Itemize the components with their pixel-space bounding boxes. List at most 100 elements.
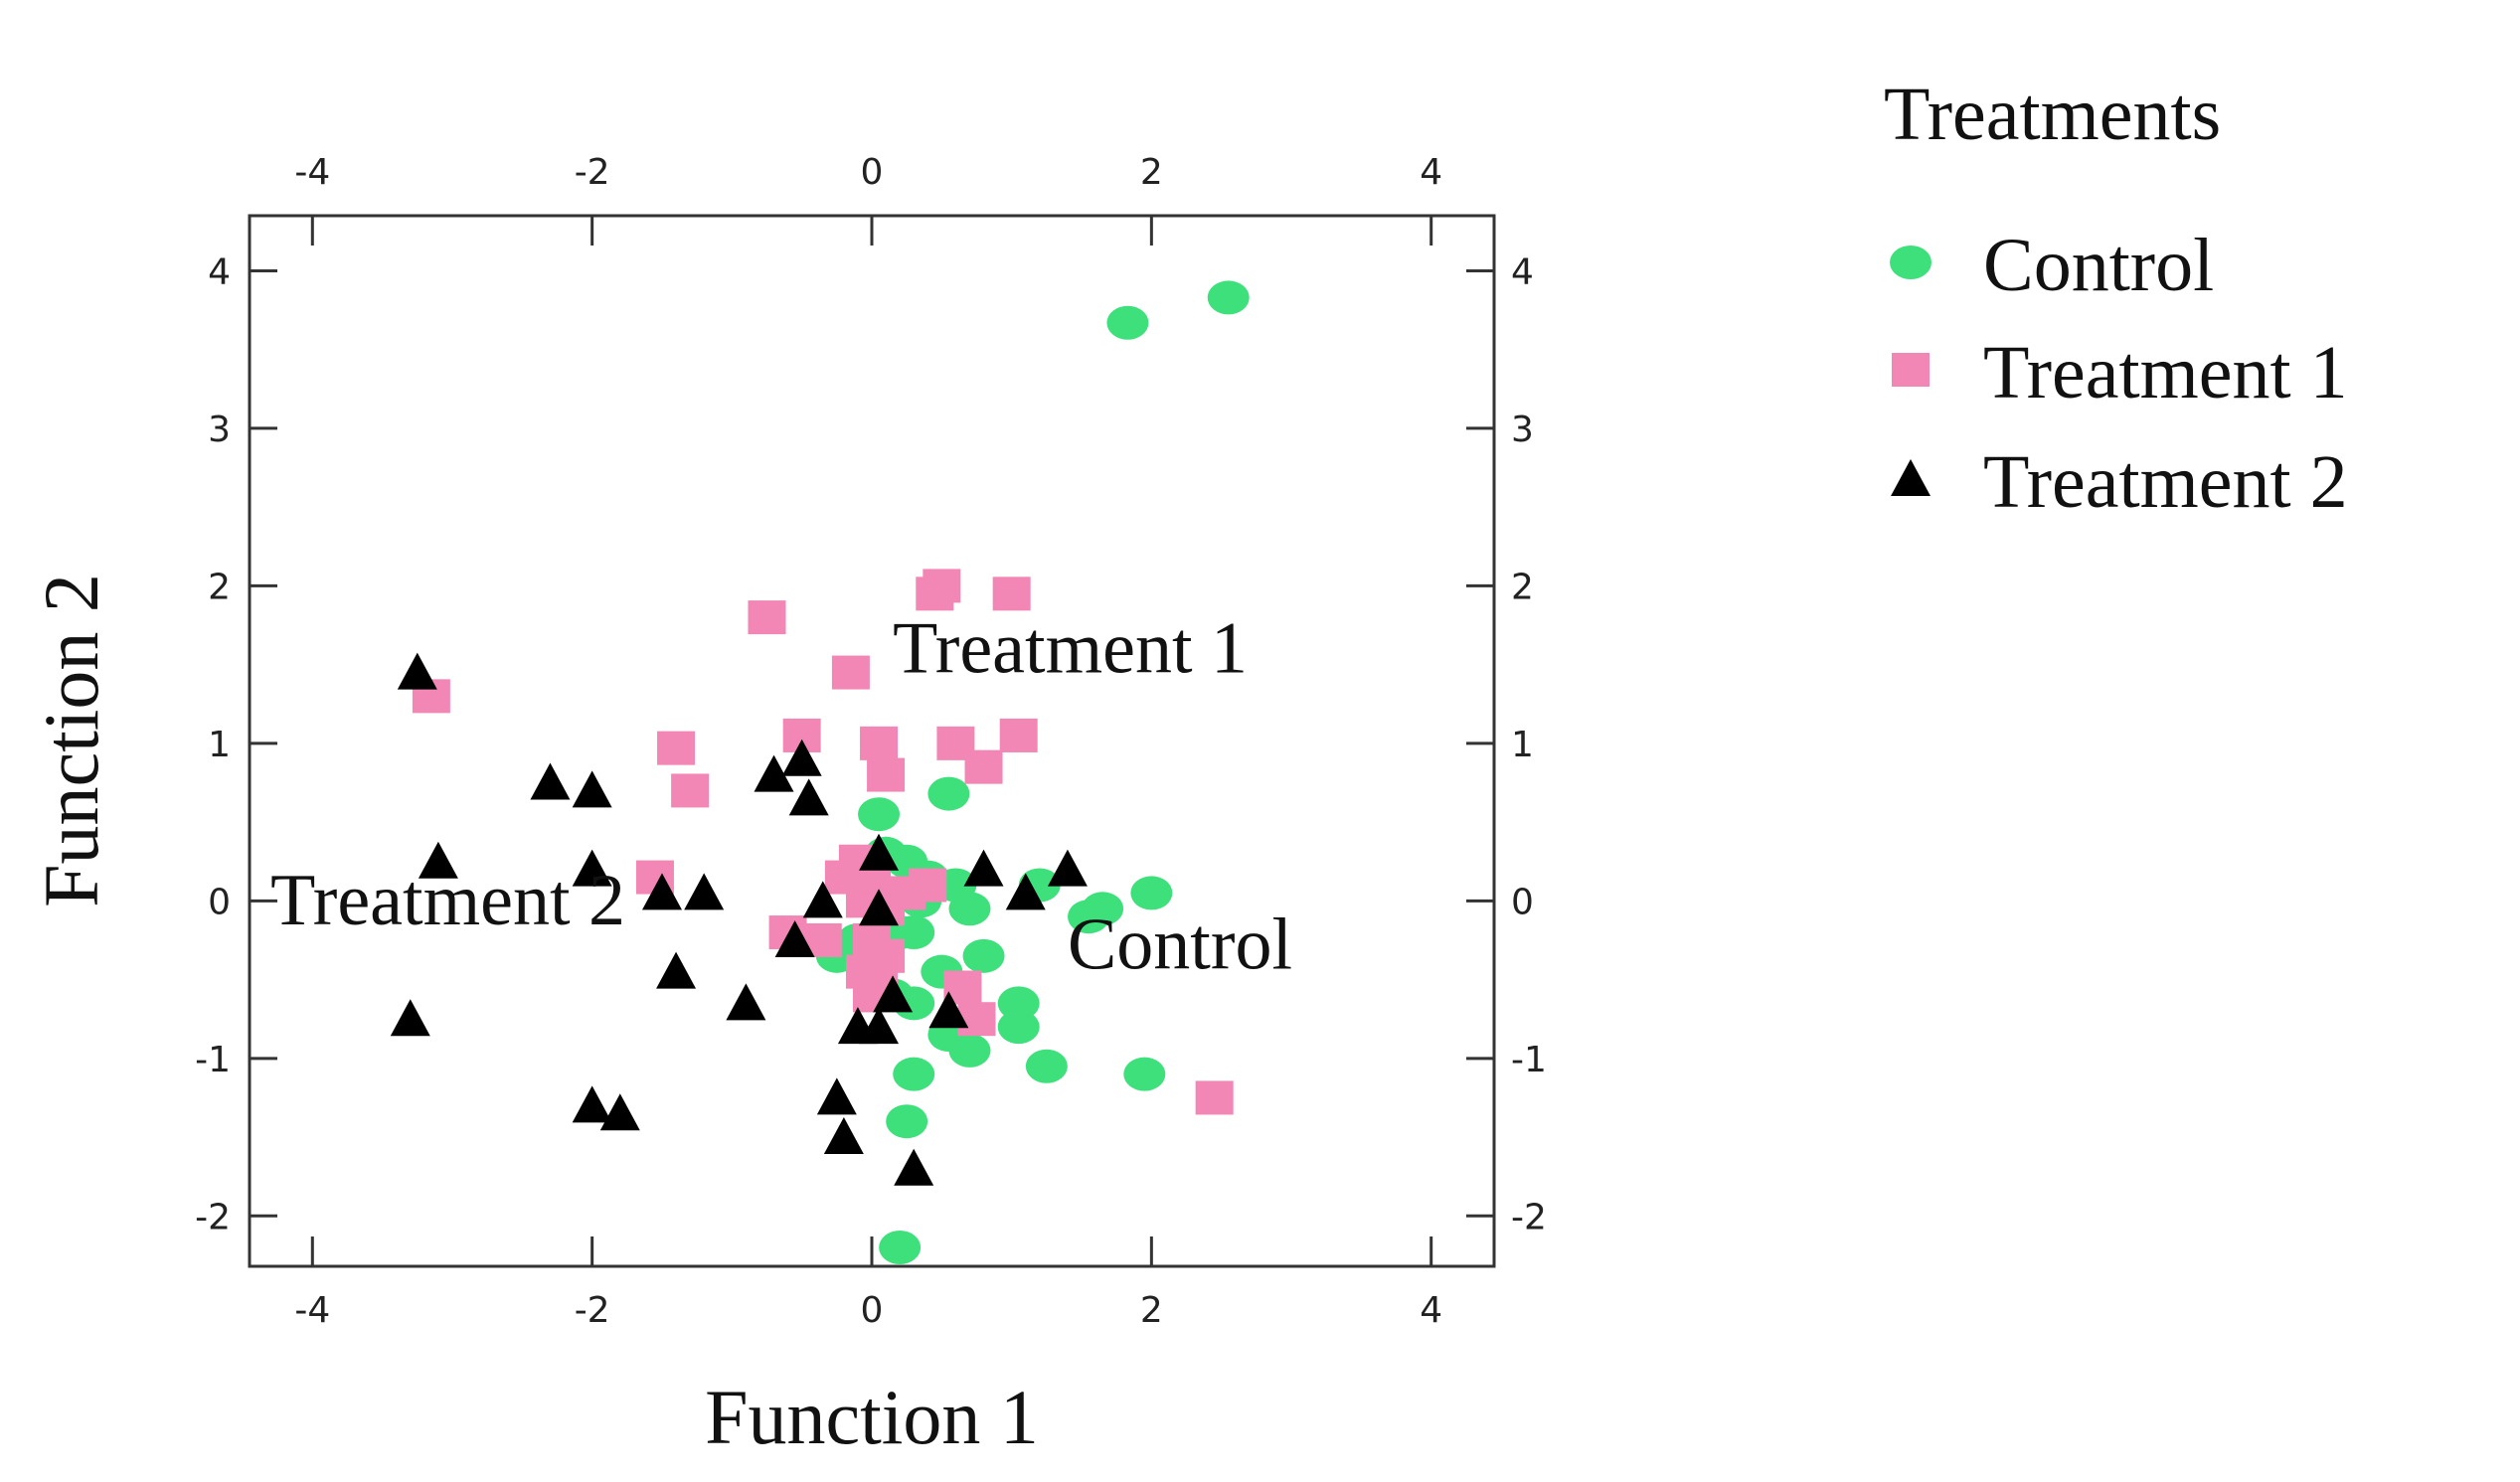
treatment-1-point (964, 749, 1003, 784)
annotation-control: Control (1068, 904, 1292, 985)
control-point (962, 938, 1005, 973)
treatment-2-point (572, 770, 612, 808)
x-tick-label-top: 4 (1420, 152, 1442, 193)
y-tick-label-right: 1 (1511, 725, 1534, 765)
x-tick-label-bottom: -4 (294, 1290, 330, 1331)
legend-items: Control Treatment 1 Treatment 2 (1890, 224, 2348, 524)
y-tick-label-left: 3 (208, 410, 231, 450)
legend-marker-triangle (1891, 459, 1931, 496)
treatment-2-point (754, 754, 794, 792)
control-point (1130, 876, 1173, 910)
legend-label: Treatment 2 (1983, 440, 2348, 524)
treatment-2-point (774, 919, 815, 957)
control-point (1025, 1049, 1068, 1083)
annotation-treatment-1: Treatment 1 (893, 608, 1248, 690)
treatment-2-point (928, 991, 969, 1029)
treatment-2-point (390, 999, 430, 1037)
treatment-2-point (781, 739, 822, 776)
y-tick-label-left: -1 (195, 1040, 231, 1080)
treatment-2-point (859, 833, 900, 871)
treatment-1-point (867, 757, 906, 792)
x-axis-title: Function 1 (705, 1374, 1039, 1460)
x-tick-label-bottom: 2 (1140, 1290, 1163, 1331)
control-point (858, 797, 901, 832)
annotation-treatment-2: Treatment 2 (270, 860, 625, 941)
control-point (948, 1033, 991, 1068)
treatment-2-point (788, 778, 829, 816)
treatment-2-point (641, 873, 682, 910)
y-tick-label-left: -2 (195, 1197, 231, 1237)
treatment-2-point (572, 849, 612, 887)
control-point (997, 986, 1040, 1021)
y-tick-label-left: 0 (208, 882, 231, 922)
treatment-2-point (397, 652, 437, 690)
control-point (879, 1230, 922, 1264)
x-tick-label-bottom: -2 (575, 1290, 610, 1331)
y-tick-label-left: 4 (208, 251, 231, 292)
treatment-2-point (572, 1085, 612, 1123)
treatment-2-point (530, 762, 571, 800)
treatment-2-point (859, 889, 900, 926)
x-tick-label-top: 2 (1140, 152, 1163, 193)
y-tick-label-right: -2 (1511, 1197, 1547, 1237)
legend-marker-square (1892, 353, 1930, 387)
treatment-1-point (992, 576, 1031, 611)
y-tick-label-left: 1 (208, 725, 231, 765)
x-tick-label-top: 0 (861, 152, 884, 193)
x-tick-label-bottom: 4 (1420, 1290, 1442, 1331)
series-treatment-1 (412, 569, 1234, 1115)
treatment-1-point (657, 731, 696, 765)
treatment-1-point (957, 1002, 996, 1037)
data-points (390, 280, 1250, 1264)
x-tick-label-top: -4 (294, 152, 330, 193)
treatment-2-point (816, 1077, 857, 1115)
x-tick-label-top: -2 (575, 152, 610, 193)
y-tick-label-left: 2 (208, 567, 231, 607)
treatment-2-point (599, 1093, 640, 1131)
treatment-1-point (748, 600, 786, 635)
control-point (948, 892, 991, 926)
treatment-2-point (418, 841, 458, 879)
y-tick-label-right: 0 (1511, 882, 1534, 922)
control-point (886, 1104, 928, 1139)
group-annotations: Treatment 1 Treatment 2 Control (270, 608, 1292, 986)
axis-ticks: -4 -4 -2 -2 0 0 2 2 4 4 -2 -2 -1 -1 0 0 1 1 2 2 3 3 4 4 (195, 152, 1547, 1331)
treatment-1-point (923, 569, 961, 603)
treatment-2-point (684, 873, 725, 910)
treatment-1-point (860, 726, 899, 760)
y-tick-label-right: -1 (1511, 1040, 1547, 1080)
legend-title: Treatments (1884, 73, 2221, 156)
y-tick-label-right: 3 (1511, 410, 1534, 450)
control-point (927, 776, 970, 811)
treatment-2-point (726, 983, 766, 1021)
y-tick-label-right: 4 (1511, 251, 1534, 292)
treatment-2-point (859, 1007, 900, 1045)
treatment-1-point (831, 655, 870, 690)
treatment-1-point (1195, 1080, 1234, 1115)
control-point (1123, 1057, 1166, 1091)
control-point (1207, 280, 1250, 315)
y-tick-label-right: 2 (1511, 567, 1534, 607)
treatment-1-point (999, 718, 1038, 752)
control-point (1106, 305, 1149, 340)
treatment-2-point (802, 881, 843, 918)
series-treatment-2 (390, 652, 1088, 1186)
treatment-2-point (894, 1148, 934, 1186)
legend-marker-circle (1890, 246, 1932, 279)
legend: Treatments Control Treatment 1 Treatment 2 (1884, 73, 2348, 524)
legend-label: Control (1983, 224, 2214, 307)
treatment-2-point (823, 1117, 864, 1155)
control-point (997, 1010, 1040, 1045)
control-point (893, 1057, 935, 1091)
treatment-2-point (1047, 849, 1088, 887)
control-point (1082, 892, 1124, 926)
legend-label: Treatment 1 (1983, 331, 2348, 414)
x-tick-label-bottom: 0 (861, 1290, 884, 1331)
treatment-2-point (1005, 873, 1046, 910)
treatment-2-point (963, 849, 1004, 887)
treatment-1-point (671, 773, 710, 808)
treatment-1-point (909, 868, 947, 903)
y-axis-title: Function 2 (28, 574, 114, 907)
treatment-2-point (656, 951, 697, 989)
